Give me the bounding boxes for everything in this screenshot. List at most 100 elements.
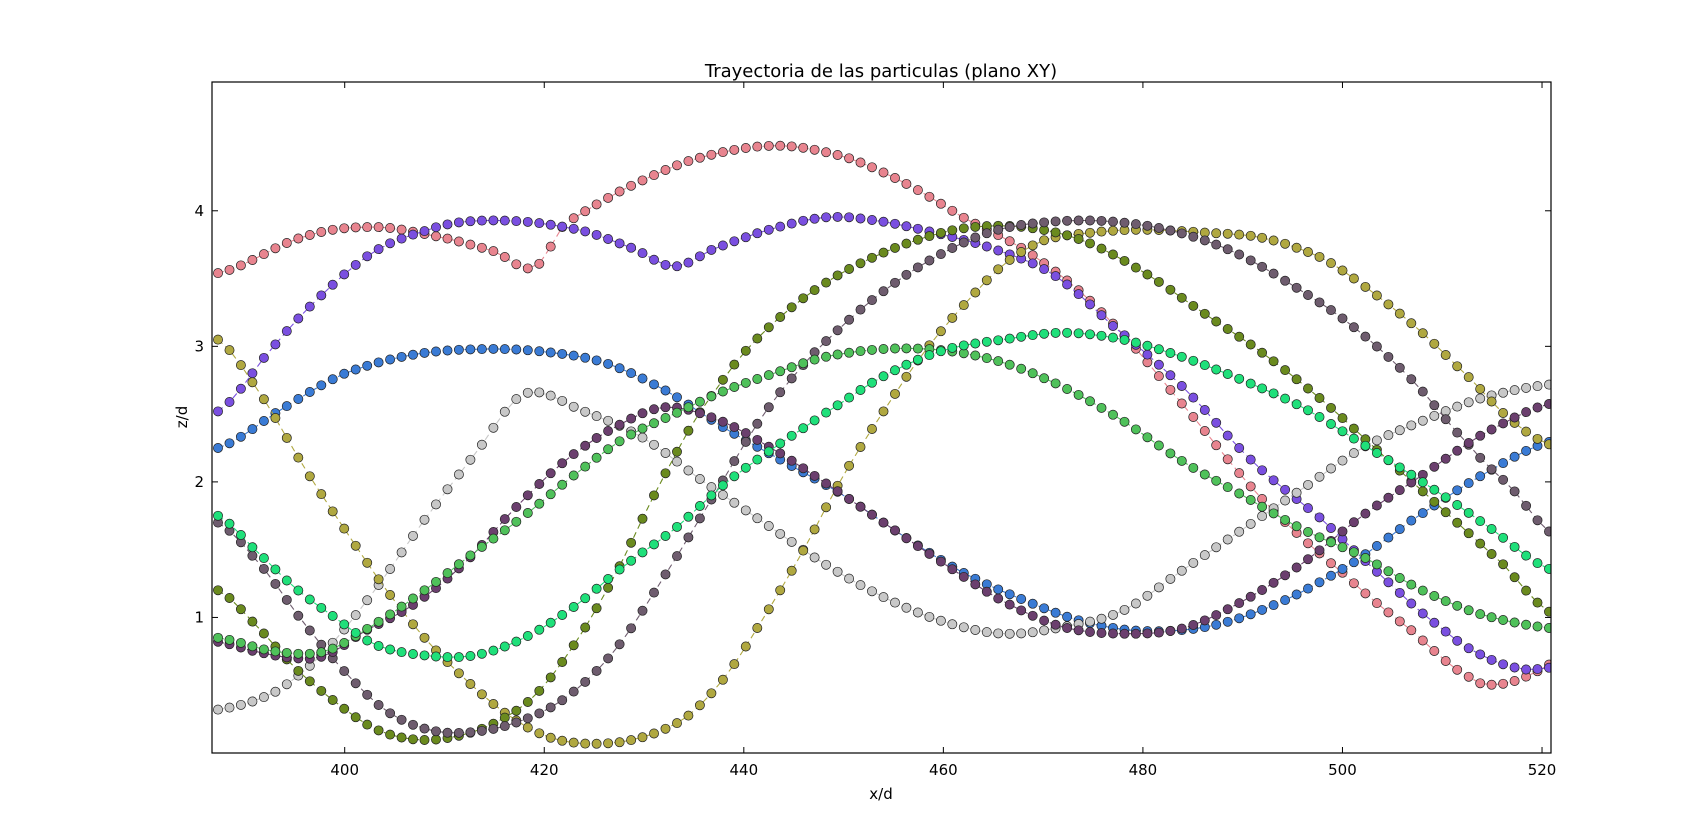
data-point <box>981 627 992 638</box>
data-point <box>304 301 315 312</box>
data-point <box>1383 577 1394 588</box>
data-point <box>1257 501 1268 512</box>
data-point <box>1417 508 1428 519</box>
data-point <box>396 351 407 362</box>
data-point <box>603 582 614 593</box>
data-point <box>327 611 338 621</box>
data-point <box>1337 564 1348 574</box>
data-point <box>1280 393 1291 404</box>
data-point <box>1383 532 1394 543</box>
data-point <box>603 653 614 664</box>
data-point <box>580 406 591 417</box>
data-point <box>591 452 602 463</box>
data-point <box>706 490 717 501</box>
data-point <box>1360 440 1371 451</box>
data-point <box>1016 247 1027 257</box>
data-point <box>694 501 705 511</box>
data-point <box>603 192 614 203</box>
data-point <box>362 222 373 233</box>
data-point <box>339 523 350 534</box>
data-point <box>1475 649 1486 660</box>
data-point <box>660 531 671 541</box>
data-point <box>890 388 900 399</box>
data-point <box>1016 594 1027 604</box>
data-point <box>1199 235 1210 246</box>
data-point <box>350 222 361 233</box>
data-point <box>1314 251 1325 262</box>
data-point <box>809 354 820 365</box>
data-point <box>1440 596 1451 607</box>
data-point <box>1291 374 1302 385</box>
data-point <box>499 252 510 262</box>
data-point <box>499 712 510 723</box>
data-point <box>580 738 591 749</box>
data-point <box>258 692 269 703</box>
data-point <box>1016 220 1027 230</box>
y-tick-label: 2 <box>194 473 204 491</box>
data-point <box>729 236 740 247</box>
data-point <box>1394 573 1405 583</box>
data-point <box>672 551 682 562</box>
data-point <box>270 578 281 589</box>
data-point <box>993 593 1004 604</box>
data-point <box>442 652 453 663</box>
data-point <box>224 438 235 449</box>
data-point <box>637 432 648 443</box>
data-point <box>1222 430 1233 441</box>
data-point <box>1234 443 1245 453</box>
data-point <box>912 185 923 196</box>
data-point <box>1211 610 1222 621</box>
data-point <box>798 142 809 153</box>
data-point <box>740 143 751 153</box>
data-point <box>1222 228 1233 239</box>
data-point <box>499 525 510 536</box>
data-point <box>1291 242 1302 253</box>
data-point <box>890 277 900 288</box>
data-point <box>488 533 499 544</box>
data-point <box>1268 356 1279 367</box>
data-point <box>935 615 946 626</box>
data-point <box>786 302 797 313</box>
data-point <box>431 651 441 662</box>
data-point <box>912 343 923 354</box>
data-point <box>683 425 694 436</box>
data-point <box>568 686 579 697</box>
data-point <box>591 433 602 443</box>
data-point <box>1498 659 1509 670</box>
data-point <box>235 431 246 442</box>
data-point <box>1027 240 1038 251</box>
data-point <box>534 346 545 357</box>
data-point <box>809 213 820 224</box>
data-point <box>1153 440 1164 451</box>
data-point <box>1360 588 1371 599</box>
series-line <box>217 348 1550 632</box>
data-point <box>1452 500 1463 510</box>
data-point <box>878 167 889 178</box>
data-point <box>672 407 682 418</box>
data-point <box>912 262 923 273</box>
data-point <box>1498 474 1509 485</box>
data-point <box>970 625 981 635</box>
data-point <box>270 686 281 697</box>
data-point <box>763 446 774 457</box>
data-point <box>1245 481 1256 492</box>
data-point <box>855 157 866 168</box>
data-point <box>1188 231 1199 242</box>
data-point <box>293 394 304 404</box>
data-point <box>1291 521 1302 532</box>
data-point <box>1498 418 1509 429</box>
data-point <box>649 404 659 415</box>
data-point <box>1521 426 1532 437</box>
data-point <box>1337 455 1348 466</box>
data-point <box>1268 600 1279 611</box>
data-point <box>672 521 682 532</box>
data-point <box>1234 373 1245 384</box>
data-point <box>1027 627 1038 638</box>
data-point <box>1314 297 1325 308</box>
y-tick-label: 3 <box>194 337 204 355</box>
data-point <box>958 212 969 223</box>
data-point <box>247 424 258 435</box>
data-point <box>717 386 728 397</box>
data-point <box>224 264 235 275</box>
